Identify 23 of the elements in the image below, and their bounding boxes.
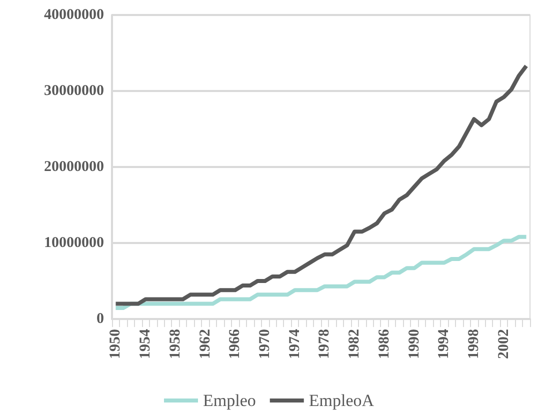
x-tick-label: 1986 <box>376 328 392 359</box>
x-tick-label: 1990 <box>406 329 422 359</box>
x-tick-label: 2002 <box>496 329 512 359</box>
x-tick-label: 1962 <box>197 329 214 359</box>
x-tick-label: 1970 <box>257 329 274 359</box>
legend-label: EmpleoA <box>308 391 375 410</box>
x-tick-label: 1982 <box>346 329 363 359</box>
x-tick-label: 1998 <box>466 329 482 359</box>
x-tick-label: 1966 <box>227 328 244 359</box>
y-tick-label: 30000000 <box>44 83 104 99</box>
y-tick-label: 0 <box>96 311 104 327</box>
line-series <box>114 64 528 306</box>
x-tick-label: 1978 <box>316 329 333 359</box>
x-tick-label: 1974 <box>286 328 303 359</box>
y-tick-label: 40000000 <box>44 7 104 23</box>
legend-label: Empleo <box>202 391 256 410</box>
y-tick-label: 20000000 <box>44 159 104 175</box>
line-series <box>114 234 528 310</box>
y-tick-label: 10000000 <box>44 235 104 251</box>
x-tick-label: 1954 <box>138 328 154 359</box>
x-tick-label: 1950 <box>108 329 124 359</box>
x-tick-label: 1958 <box>167 329 184 359</box>
x-tick-label: 1994 <box>436 328 452 359</box>
